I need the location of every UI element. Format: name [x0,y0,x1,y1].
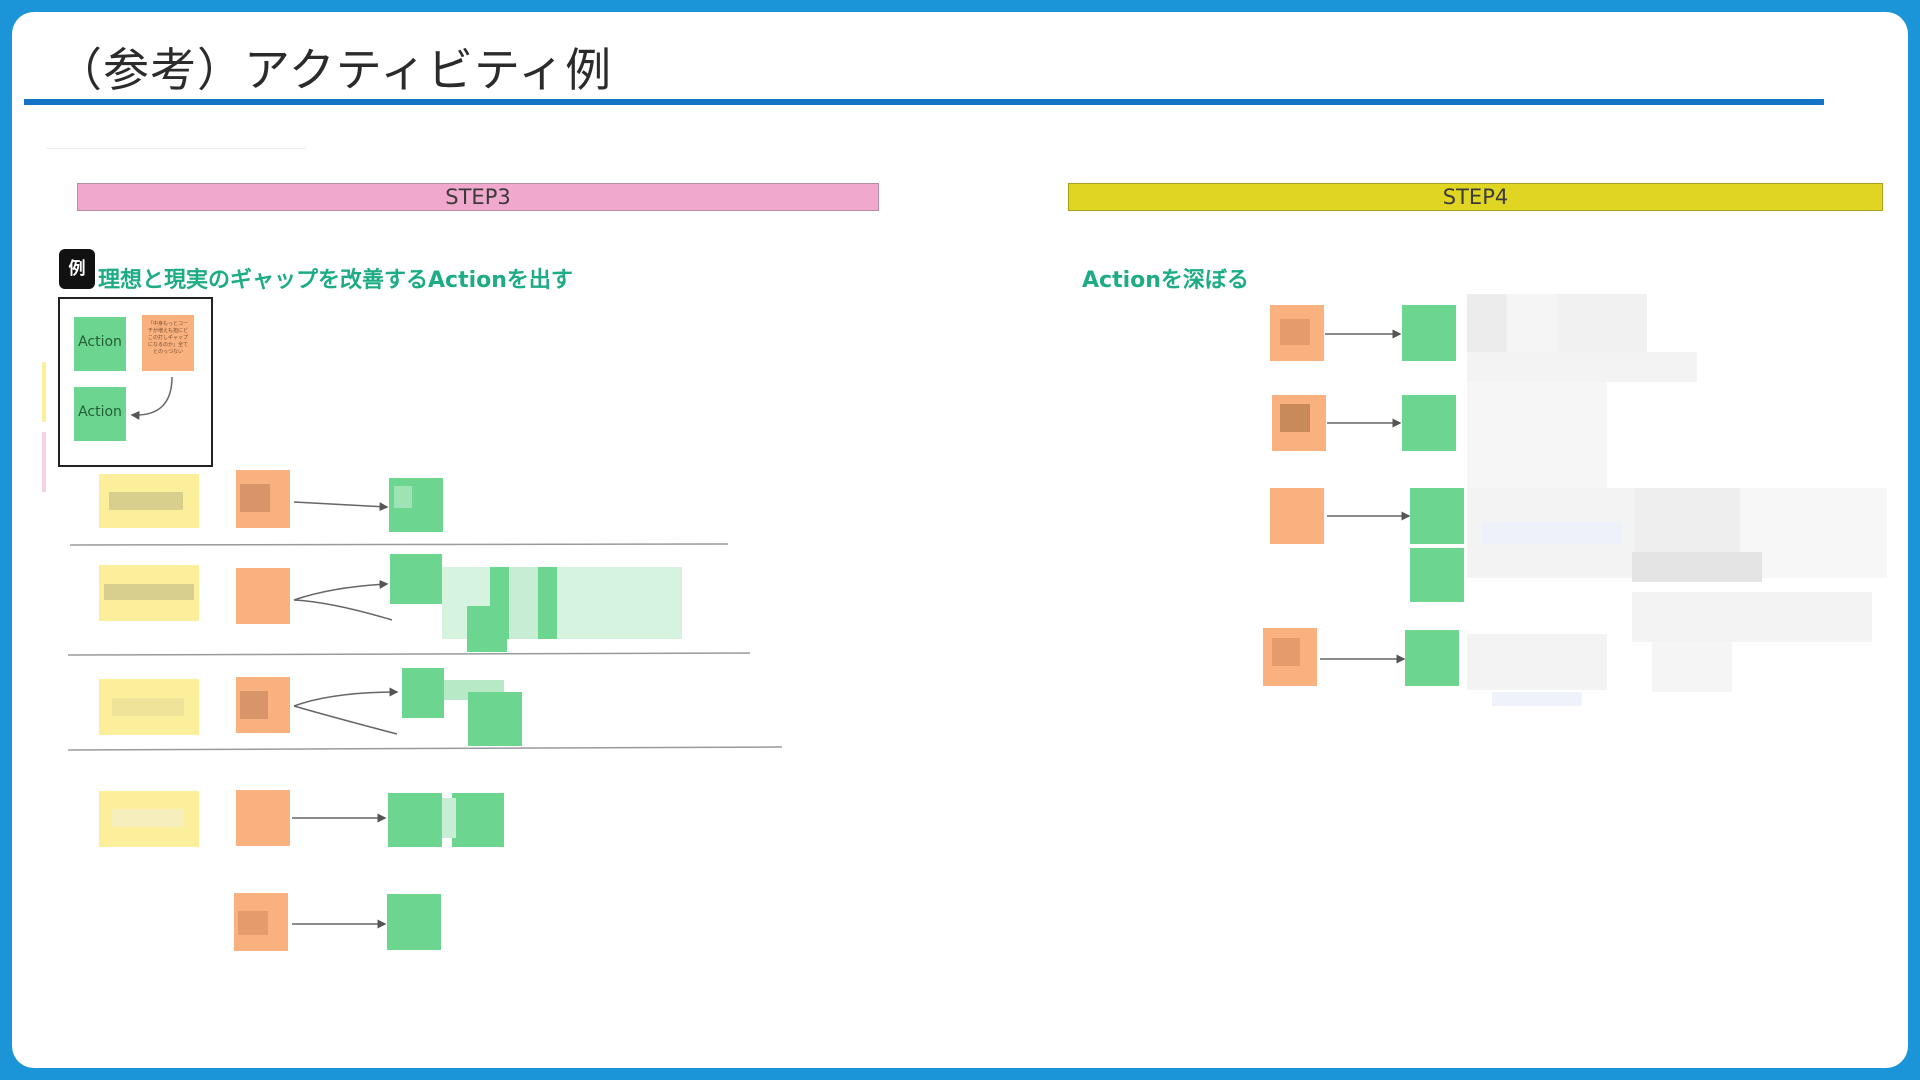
blurred-text [1492,692,1582,706]
blurred-text [240,484,270,512]
green-sticky [467,606,507,652]
blurred-text [442,798,456,838]
slide: （参考）アクティビティ例 STEP3 STEP4 例 理想と現実のギャップを改善… [12,12,1908,1068]
divider [46,148,306,149]
example-note-card: 「中身もっとコーチが増えも担にどこの打しギャップになるのか」全てとのっつない [142,315,194,371]
side-tick-yellow [42,362,46,422]
row3-arrow-b [293,705,398,735]
example-box: Action 「中身もっとコーチが増えも担にどこの打しギャップになるのか」全てと… [58,297,213,467]
row2-arrow-b [293,599,393,621]
blurred-text [112,809,184,827]
blurred-text [394,486,412,508]
row3-arrow-a [293,687,399,707]
action-label: Action [78,404,122,420]
page-title: （参考）アクティビティ例 [56,43,613,97]
example-action-card-1: Action [74,317,126,371]
green-sticky [1402,395,1456,451]
blurred-text [1652,642,1732,692]
green-sticky [402,668,444,718]
orange-sticky [1270,488,1324,544]
title-underline [24,99,1824,105]
blurred-text [1467,352,1697,382]
step3-heading: 理想と現実のギャップを改善するActionを出す [98,268,573,293]
step4-heading: Actionを深ぼる [1082,268,1249,293]
blurred-text [1280,319,1310,345]
action-label: Action [78,334,122,350]
side-tick-pink [42,432,46,492]
green-sticky [1402,305,1456,361]
orange-sticky [236,568,290,624]
orange-sticky [236,790,290,846]
green-sticky [387,894,441,950]
blurred-text [240,691,268,719]
blurred-text [1632,592,1872,642]
blurred-text [1272,638,1300,666]
green-sticky [1410,548,1464,602]
step3-band: STEP3 [77,183,879,211]
green-sticky [452,793,504,847]
example-badge: 例 [59,249,95,289]
blurred-text [1467,382,1607,492]
blurred-text [112,698,184,716]
blurred-text [1482,522,1622,544]
row-divider [67,746,783,751]
blurred-text [238,911,268,935]
green-sticky [390,554,442,604]
blurred-text [109,492,183,510]
green-sticky [468,692,522,746]
row-divider [69,543,729,546]
green-sticky [1410,488,1464,544]
row1-arrow [293,501,389,512]
row-divider [67,652,751,656]
blurred-text [1280,404,1310,432]
row2-arrow-a [293,579,389,601]
step4-band: STEP4 [1068,183,1883,211]
note-text: 「中身もっとコーチが増えも担にどこの打しギャップになるのか」全てとのっつない [147,321,188,355]
example-action-card-2: Action [74,387,126,441]
green-sticky [1405,630,1459,686]
blurred-text [1467,634,1607,690]
green-sticky [388,793,442,847]
blurred-text [104,584,194,600]
blurred-text [1632,552,1762,582]
